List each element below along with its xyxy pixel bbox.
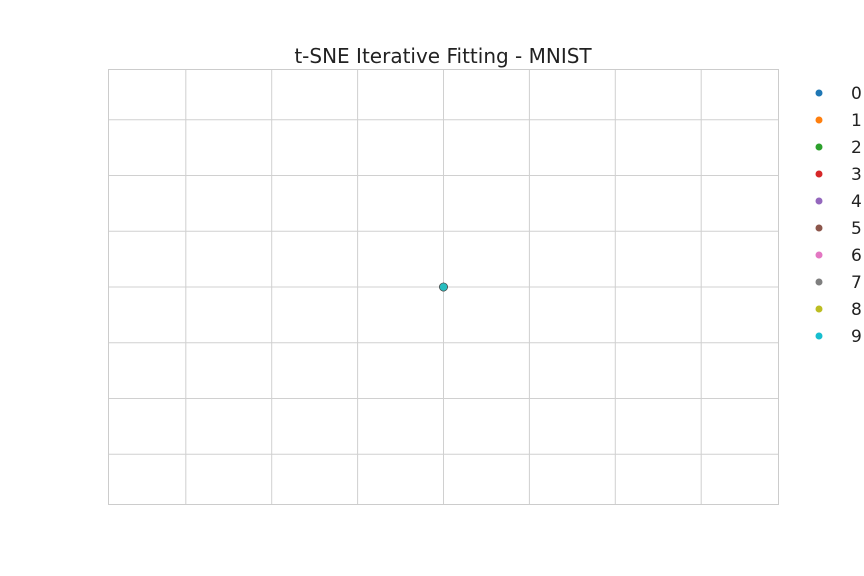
legend-label-digit-2: 2 <box>851 138 862 158</box>
legend-label-digit-6: 6 <box>851 246 862 266</box>
legend-label-digit-3: 3 <box>851 165 862 185</box>
legend-label-digit-1: 1 <box>851 111 862 131</box>
legend: 0 1 2 3 4 5 6 7 8 9 <box>815 84 862 347</box>
legend-marker-digit-0 <box>815 89 823 97</box>
scatter-points <box>439 282 448 292</box>
legend-marker-digit-7 <box>815 278 823 286</box>
plot-area-frame <box>108 69 779 505</box>
legend-label-digit-9: 9 <box>851 327 862 347</box>
legend-label-digit-8: 8 <box>851 300 862 320</box>
legend-label-digit-7: 7 <box>851 273 862 293</box>
legend-marker-digit-9 <box>815 332 823 340</box>
chart-title: t-SNE Iterative Fitting - MNIST <box>294 44 592 68</box>
legend-label-digit-5: 5 <box>851 219 862 239</box>
legend-marker-digit-4 <box>815 197 823 205</box>
legend-marker-digit-1 <box>815 116 823 124</box>
legend-marker-digit-5 <box>815 224 823 232</box>
legend-label-digit-0: 0 <box>851 84 862 104</box>
legend-marker-digit-6 <box>815 251 823 259</box>
legend-label-digit-4: 4 <box>851 192 862 212</box>
scatter-point-digit-9 <box>439 282 448 292</box>
legend-marker-digit-2 <box>815 143 823 151</box>
legend-marker-digit-8 <box>815 305 823 313</box>
legend-marker-digit-3 <box>815 170 823 178</box>
grid-lines <box>108 69 779 505</box>
